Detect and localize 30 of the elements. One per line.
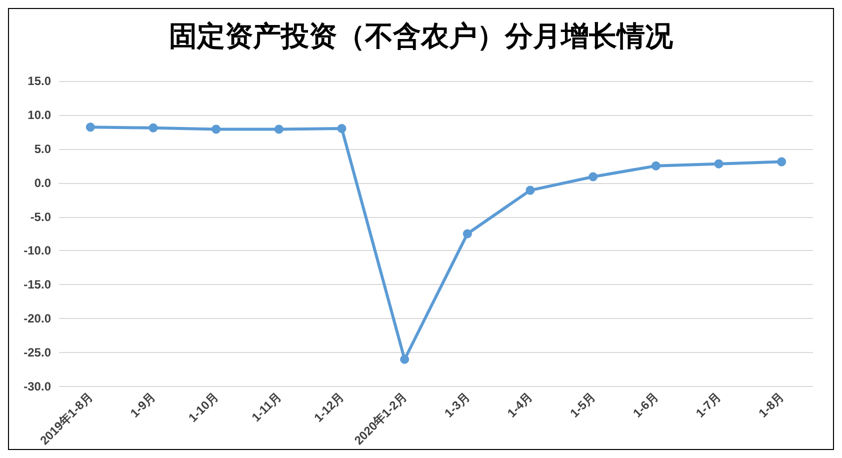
chart-title: 固定资产投资（不含农户）分月增长情况 — [169, 20, 674, 52]
x-tick-label: 1-8月 — [756, 390, 787, 420]
x-tick-label: 1-3月 — [442, 390, 472, 420]
y-tick-label: 10.0 — [28, 108, 52, 122]
y-tick-label: -10.0 — [24, 244, 52, 258]
y-tick-label: 5.0 — [34, 142, 52, 156]
x-tick-label: 1-6月 — [630, 390, 661, 420]
point — [651, 161, 660, 170]
x-tick-label: 1-7月 — [693, 390, 724, 420]
point — [777, 157, 786, 166]
y-tick-label: -15.0 — [24, 278, 52, 292]
y-tick-label: -30.0 — [24, 380, 52, 394]
x-tick-label: 1-4月 — [504, 390, 536, 420]
point — [212, 124, 221, 134]
point — [337, 124, 346, 134]
y-tick-label: -25.0 — [24, 346, 52, 360]
point — [400, 354, 410, 364]
point — [86, 122, 95, 132]
point — [148, 123, 158, 132]
point — [462, 229, 472, 238]
y-tick-label: 0.0 — [34, 176, 52, 190]
x-tick-label: 1-9月 — [128, 390, 158, 420]
point — [714, 159, 724, 168]
point — [588, 172, 598, 182]
y-tick-label: -5.0 — [30, 210, 52, 224]
y-tick-label: 15.0 — [28, 74, 52, 88]
point — [526, 186, 535, 195]
point — [274, 124, 284, 134]
y-tick-label: -20.0 — [24, 312, 52, 326]
x-tick-label: 1-5月 — [567, 390, 598, 420]
